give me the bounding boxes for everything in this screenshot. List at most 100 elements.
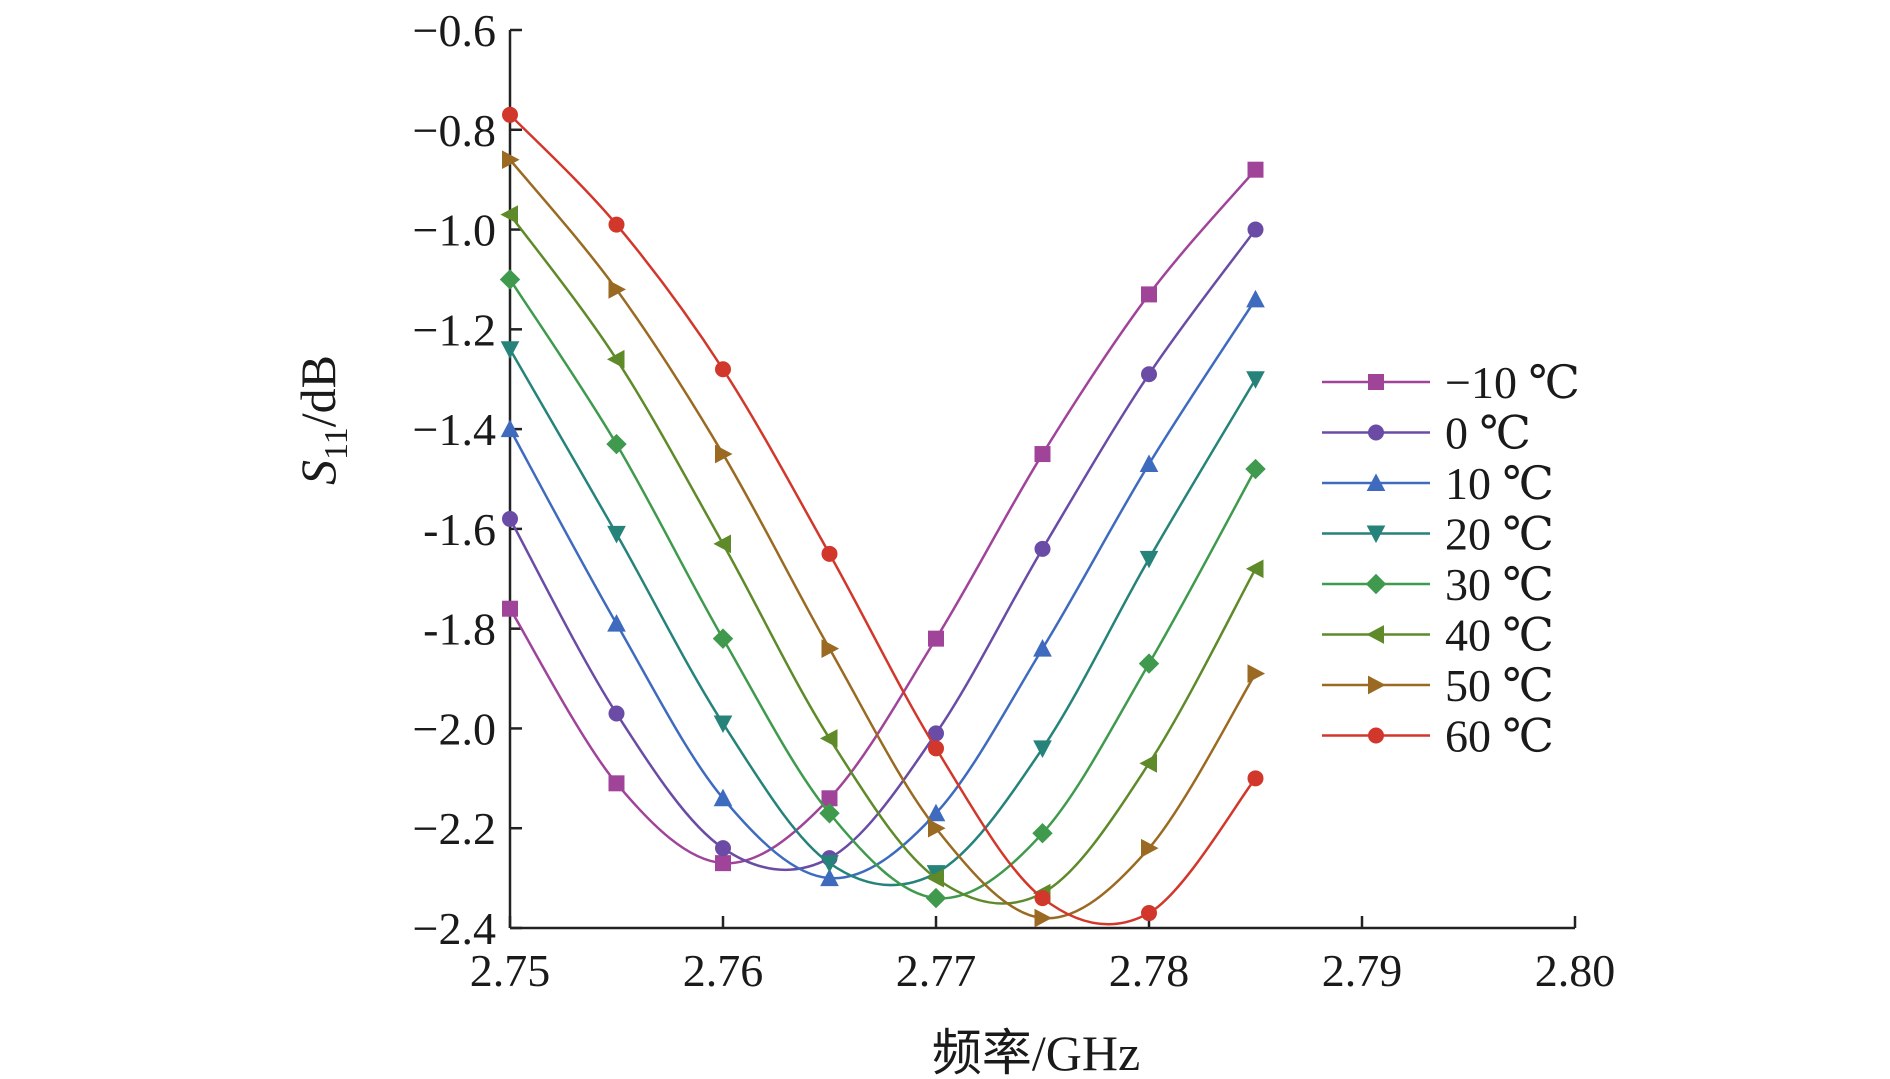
y-tick-label: −2.2 xyxy=(413,803,496,854)
y-tick-label: −0.6 xyxy=(413,5,496,56)
y-axis-title: S11/dB xyxy=(290,355,355,485)
series-6 xyxy=(502,150,1266,928)
legend-swatch-marker xyxy=(1366,473,1386,491)
data-point xyxy=(928,630,944,647)
data-point xyxy=(1139,754,1157,773)
data-point xyxy=(502,106,518,123)
data-point xyxy=(821,545,838,562)
data-point xyxy=(607,614,626,632)
legend-label: 0 ℃ xyxy=(1445,408,1531,459)
legend-swatch-marker xyxy=(1368,675,1386,695)
data-point xyxy=(819,803,840,824)
legend-label: 30 ℃ xyxy=(1445,559,1554,610)
data-point xyxy=(1034,890,1051,907)
data-point xyxy=(1247,770,1264,787)
data-point xyxy=(1034,446,1051,463)
data-point xyxy=(500,205,518,224)
data-point xyxy=(819,729,838,748)
x-tick-label: 2.77 xyxy=(896,945,977,996)
data-point xyxy=(928,818,946,838)
legend-label: −10 ℃ xyxy=(1445,357,1580,408)
series-3 xyxy=(500,341,1265,887)
data-point xyxy=(1033,740,1052,758)
curves xyxy=(499,106,1266,928)
tick-labels: −0.6 −0.8 −1.0 −1.2 −1.4 -1.6 -1.8 −2.0 −2.2 −2.4… xyxy=(413,5,1616,996)
data-point xyxy=(926,803,946,822)
data-point xyxy=(1139,550,1159,569)
data-point xyxy=(1246,289,1265,308)
legend-item: 50 ℃ xyxy=(1322,660,1554,711)
data-point xyxy=(715,855,731,872)
series-4 xyxy=(499,269,1266,909)
legend-item: 60 ℃ xyxy=(1322,711,1554,762)
data-point xyxy=(1139,454,1159,473)
series-2 xyxy=(500,289,1265,887)
legend-label: 40 ℃ xyxy=(1445,610,1554,661)
y-tick-label: −0.8 xyxy=(413,105,496,156)
legend-item: −10 ℃ xyxy=(1322,357,1580,408)
data-point xyxy=(1246,371,1265,389)
series-line xyxy=(508,348,1257,887)
data-point xyxy=(1032,823,1053,844)
series-1 xyxy=(502,221,1264,872)
legend-swatch-marker xyxy=(1366,625,1384,644)
y-tick-label: −2.4 xyxy=(413,903,496,954)
series-line xyxy=(509,158,1257,920)
data-point xyxy=(713,715,733,734)
series-line xyxy=(509,113,1257,926)
series-line xyxy=(508,168,1257,865)
data-point xyxy=(500,341,520,359)
data-point xyxy=(1141,366,1157,383)
legend-swatch-marker xyxy=(1368,424,1384,441)
data-point xyxy=(1247,161,1264,178)
legend-item: 20 ℃ xyxy=(1322,509,1554,560)
x-tick-label: 2.78 xyxy=(1109,945,1190,996)
data-point xyxy=(502,150,520,170)
data-point xyxy=(928,740,944,757)
data-point xyxy=(821,639,840,658)
legend-swatch-marker xyxy=(1365,573,1387,595)
legend-swatch-marker xyxy=(1366,525,1386,544)
legend-label: 50 ℃ xyxy=(1445,660,1554,711)
data-point xyxy=(1033,639,1052,657)
legend-label: 10 ℃ xyxy=(1445,458,1554,509)
x-tick-label: 2.76 xyxy=(683,945,764,996)
series-5 xyxy=(500,205,1264,905)
data-point xyxy=(925,887,947,909)
data-point xyxy=(712,628,734,649)
data-point xyxy=(502,600,518,617)
legend-label: 20 ℃ xyxy=(1445,509,1554,560)
data-point xyxy=(606,349,625,369)
axes xyxy=(508,28,1577,930)
data-point xyxy=(715,444,733,464)
data-point xyxy=(926,868,944,888)
y-tick-label: -1.6 xyxy=(423,504,496,555)
data-point xyxy=(820,868,839,887)
data-point xyxy=(502,510,518,527)
y-tick-label: −1.0 xyxy=(413,205,496,256)
data-point xyxy=(1034,908,1053,928)
y-tick-label: −2.0 xyxy=(413,703,496,754)
data-point xyxy=(713,788,733,807)
series-line xyxy=(508,213,1257,905)
data-point xyxy=(1141,905,1157,922)
data-point xyxy=(1247,664,1266,683)
legend-swatch-marker xyxy=(1368,374,1384,390)
x-tick-label: 2.79 xyxy=(1322,945,1403,996)
data-point xyxy=(1141,286,1157,303)
x-tick-label: 2.80 xyxy=(1535,945,1616,996)
legend: −10 ℃0 ℃10 ℃20 ℃30 ℃40 ℃50 ℃60 ℃ xyxy=(1322,357,1580,762)
y-tick-label: -1.8 xyxy=(423,604,496,655)
y-axis-title-unit: /dB xyxy=(290,355,346,427)
data-point xyxy=(1245,458,1266,480)
legend-item: 0 ℃ xyxy=(1322,408,1531,459)
data-point xyxy=(820,855,839,873)
y-tick-label: −1.4 xyxy=(413,404,496,455)
legend-item: 30 ℃ xyxy=(1322,559,1554,610)
data-point xyxy=(715,840,731,857)
data-point xyxy=(608,775,625,792)
data-point xyxy=(608,280,627,299)
series-line xyxy=(508,298,1257,880)
data-point xyxy=(1245,559,1264,579)
